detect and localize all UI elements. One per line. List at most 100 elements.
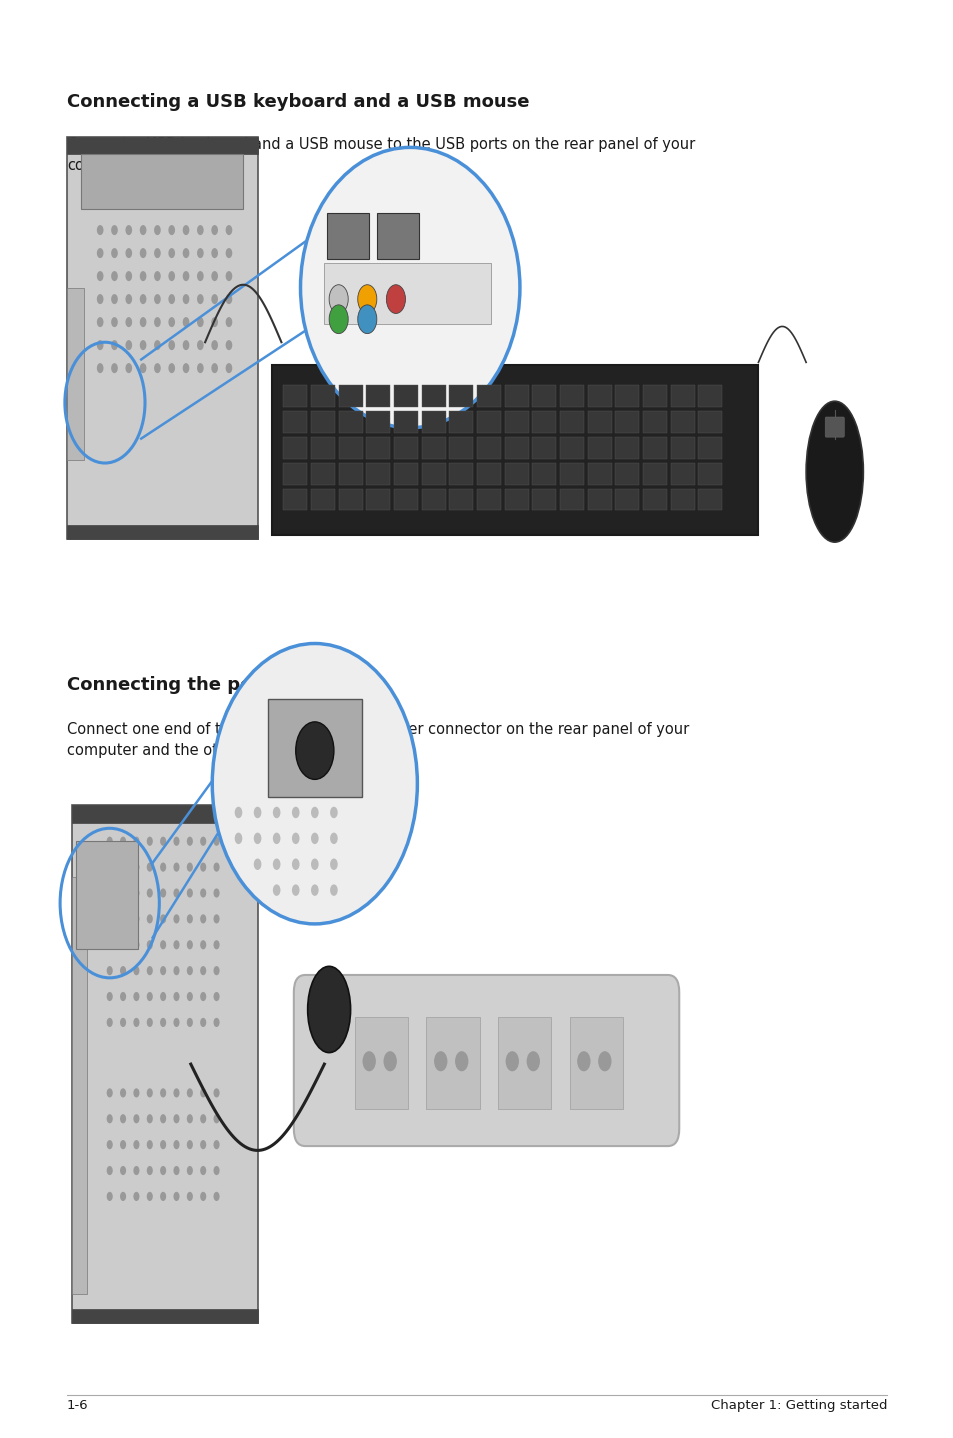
Circle shape xyxy=(234,807,242,818)
Circle shape xyxy=(196,318,204,328)
Circle shape xyxy=(97,341,103,349)
Circle shape xyxy=(107,889,112,897)
Circle shape xyxy=(120,940,126,949)
Circle shape xyxy=(120,966,126,975)
FancyBboxPatch shape xyxy=(421,411,445,433)
Circle shape xyxy=(213,837,219,846)
FancyBboxPatch shape xyxy=(670,411,694,433)
Circle shape xyxy=(120,915,126,923)
Circle shape xyxy=(168,341,174,349)
Circle shape xyxy=(120,1192,126,1201)
FancyBboxPatch shape xyxy=(311,463,335,485)
FancyBboxPatch shape xyxy=(698,463,721,485)
FancyBboxPatch shape xyxy=(569,1017,622,1109)
Circle shape xyxy=(133,1166,139,1175)
Circle shape xyxy=(182,341,189,349)
FancyBboxPatch shape xyxy=(504,437,528,459)
FancyBboxPatch shape xyxy=(426,1017,479,1109)
Circle shape xyxy=(120,889,126,897)
Circle shape xyxy=(107,966,112,975)
Circle shape xyxy=(153,341,160,349)
FancyBboxPatch shape xyxy=(449,463,473,485)
FancyBboxPatch shape xyxy=(338,489,362,510)
Circle shape xyxy=(173,966,179,975)
Circle shape xyxy=(200,1018,206,1027)
Circle shape xyxy=(225,295,233,305)
Circle shape xyxy=(147,915,152,923)
Circle shape xyxy=(153,226,160,236)
Circle shape xyxy=(213,1114,219,1123)
Circle shape xyxy=(160,1114,166,1123)
Circle shape xyxy=(126,226,132,236)
Circle shape xyxy=(383,1051,396,1071)
Circle shape xyxy=(200,1166,206,1175)
Circle shape xyxy=(330,807,337,818)
FancyBboxPatch shape xyxy=(615,411,639,433)
Circle shape xyxy=(133,992,139,1001)
Circle shape xyxy=(160,992,166,1001)
FancyBboxPatch shape xyxy=(587,489,611,510)
Circle shape xyxy=(200,889,206,897)
Circle shape xyxy=(111,295,117,305)
FancyBboxPatch shape xyxy=(338,385,362,407)
Circle shape xyxy=(133,1192,139,1201)
FancyBboxPatch shape xyxy=(366,437,390,459)
FancyBboxPatch shape xyxy=(449,385,473,407)
Circle shape xyxy=(139,341,146,349)
FancyBboxPatch shape xyxy=(294,975,679,1146)
Circle shape xyxy=(187,1114,193,1123)
FancyBboxPatch shape xyxy=(394,385,417,407)
Circle shape xyxy=(173,1192,179,1201)
Circle shape xyxy=(147,837,152,846)
FancyBboxPatch shape xyxy=(283,385,307,407)
FancyBboxPatch shape xyxy=(532,437,556,459)
FancyBboxPatch shape xyxy=(283,437,307,459)
Circle shape xyxy=(173,915,179,923)
Circle shape xyxy=(173,837,179,846)
Circle shape xyxy=(187,1192,193,1201)
Circle shape xyxy=(153,272,160,282)
Circle shape xyxy=(147,1166,152,1175)
Circle shape xyxy=(97,272,103,282)
FancyBboxPatch shape xyxy=(71,877,87,1294)
Circle shape xyxy=(295,722,334,779)
Circle shape xyxy=(107,940,112,949)
FancyBboxPatch shape xyxy=(366,489,390,510)
Circle shape xyxy=(196,226,204,236)
Circle shape xyxy=(213,1166,219,1175)
FancyBboxPatch shape xyxy=(476,489,500,510)
Circle shape xyxy=(213,1018,219,1027)
Circle shape xyxy=(455,1051,468,1071)
Circle shape xyxy=(133,1018,139,1027)
FancyBboxPatch shape xyxy=(504,411,528,433)
Circle shape xyxy=(120,1114,126,1123)
Circle shape xyxy=(196,295,204,305)
Circle shape xyxy=(111,249,117,259)
Circle shape xyxy=(292,858,299,870)
Circle shape xyxy=(126,318,132,328)
Circle shape xyxy=(330,858,337,870)
Circle shape xyxy=(107,863,112,871)
Circle shape xyxy=(187,889,193,897)
FancyBboxPatch shape xyxy=(824,417,843,437)
FancyBboxPatch shape xyxy=(71,1309,257,1323)
Circle shape xyxy=(173,1089,179,1097)
Circle shape xyxy=(168,249,174,259)
FancyBboxPatch shape xyxy=(559,463,583,485)
Circle shape xyxy=(139,249,146,259)
Circle shape xyxy=(153,295,160,305)
Circle shape xyxy=(187,863,193,871)
Circle shape xyxy=(160,1166,166,1175)
Circle shape xyxy=(311,807,318,818)
FancyBboxPatch shape xyxy=(642,463,666,485)
Circle shape xyxy=(211,341,217,349)
FancyBboxPatch shape xyxy=(71,805,257,1323)
Circle shape xyxy=(133,863,139,871)
Ellipse shape xyxy=(212,643,417,925)
FancyBboxPatch shape xyxy=(338,463,362,485)
Circle shape xyxy=(182,249,189,259)
Circle shape xyxy=(311,884,318,896)
Circle shape xyxy=(147,889,152,897)
Circle shape xyxy=(160,966,166,975)
Circle shape xyxy=(147,966,152,975)
